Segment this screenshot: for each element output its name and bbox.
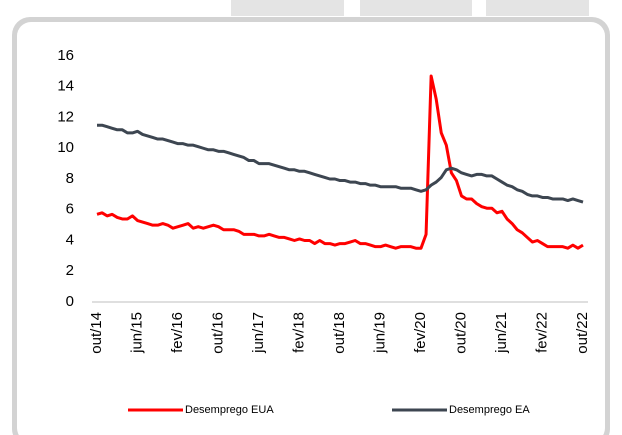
x-tick-label: fev/22 — [533, 312, 550, 353]
x-tick-label: out/20 — [452, 312, 469, 354]
tab — [486, 0, 589, 16]
x-tick-label: fev/16 — [169, 312, 186, 353]
tab — [231, 0, 344, 16]
x-tick-label: out/18 — [331, 312, 348, 354]
series-line — [96, 74, 584, 250]
y-tick-label: 12 — [57, 108, 74, 125]
y-tick-label: 6 — [66, 201, 74, 218]
x-tick-label: jun/19 — [371, 312, 388, 354]
x-tick-label: out/14 — [88, 312, 105, 354]
tab — [360, 0, 472, 16]
plot: 0 2 4 6 8 10 12 14 16 out/14 jun/15 fev/16 out/16 jun… — [57, 47, 591, 416]
legend-label: Desemprego EA — [449, 404, 530, 416]
x-tick-label: out/16 — [209, 312, 226, 354]
x-tick-label: fev/18 — [290, 312, 307, 353]
x-tick-label: fev/20 — [412, 312, 429, 353]
x-tick-label: jun/21 — [493, 312, 510, 354]
y-tick-label: 0 — [66, 293, 74, 310]
y-tick-label: 2 — [66, 262, 74, 279]
panel — [17, 22, 605, 435]
y-tick-label: 8 — [66, 170, 74, 187]
x-tick-label: out/22 — [574, 312, 591, 354]
y-tick-label: 14 — [57, 78, 74, 95]
legend-label: Desemprego EUA — [185, 404, 274, 416]
x-tick-label: jun/17 — [250, 312, 267, 354]
y-tick-label: 4 — [66, 231, 74, 248]
y-tick-label: 16 — [57, 47, 74, 64]
y-tick-label: 10 — [57, 139, 74, 156]
series-line — [97, 123, 584, 204]
x-tick-label: jun/15 — [128, 312, 145, 354]
